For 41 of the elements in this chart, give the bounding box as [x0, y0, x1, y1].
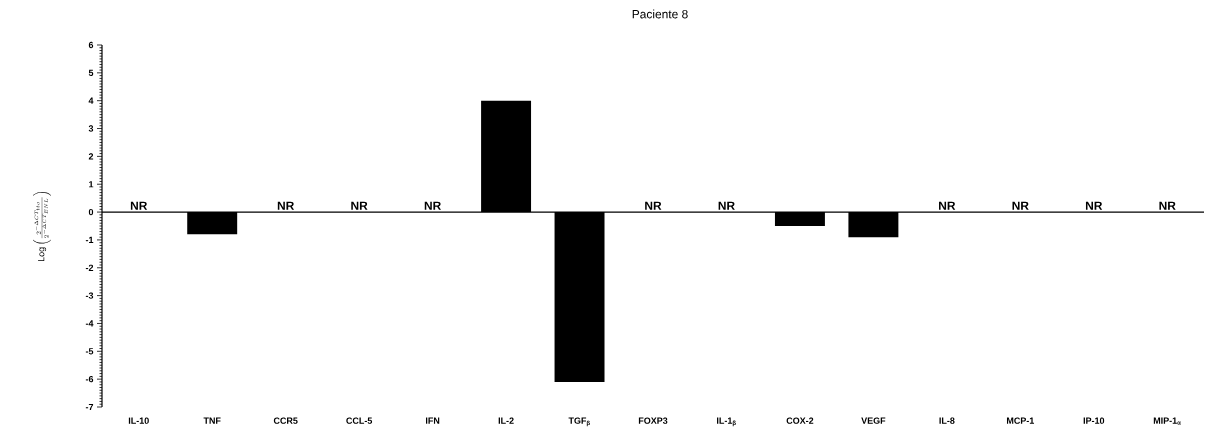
x-tick-label: COX-2 — [786, 417, 814, 424]
x-tick-label: VEGF — [861, 417, 886, 424]
y-tick-label: -5 — [85, 348, 94, 355]
x-tick-label: TGF$_{β}$ — [568, 417, 590, 427]
x-tick-label: IFN — [425, 417, 440, 424]
y-tick-label: -2 — [85, 264, 94, 271]
y-tick-label: -3 — [85, 292, 94, 299]
x-tick-label: MIP-1$_{α}$ — [1153, 417, 1181, 425]
y-tick-label: 3 — [88, 125, 94, 132]
annotation: NR — [351, 201, 368, 210]
chart-title: Paciente 8 — [632, 9, 688, 19]
x-tick-label: IL-8 — [939, 417, 955, 424]
annotation: NR — [277, 201, 295, 210]
y-tick-label: -6 — [85, 375, 94, 383]
annotation: NR — [1085, 201, 1103, 210]
y-tick-label: 5 — [88, 69, 94, 76]
y-tick-label: -1 — [85, 236, 94, 243]
y-tick-label: 1 — [89, 181, 94, 188]
y-tick-label: 6 — [88, 41, 94, 49]
x-tick-label: FOXP3 — [638, 417, 668, 424]
y-tick-label: 0 — [88, 208, 94, 216]
annotation: NR — [645, 201, 662, 210]
x-tick-label: CCR5 — [273, 417, 298, 424]
annotation: NR — [424, 201, 441, 210]
y-tick-label: 2 — [88, 153, 94, 160]
x-tick-label: MCP-1 — [1006, 417, 1035, 424]
annotation: NR — [1012, 201, 1029, 210]
x-tick-label: IP-10 — [1083, 417, 1105, 424]
y-axis-title: $\mathrm{Log}\left(\frac{2^{-\Delta CT_{tto}}}{2^{-\Delta CT_{ENL}}}\right)$ — [33, 191, 51, 262]
x-tick-label: IL-2 — [498, 417, 514, 424]
x-tick-label: IL-1$_{β}$ — [717, 417, 736, 427]
x-tick-label: IL-10 — [128, 417, 149, 424]
x-tick-label: TNF — [203, 417, 221, 424]
y-tick-label: 4 — [88, 97, 94, 104]
annotation: NR — [1159, 201, 1176, 210]
annotation: NR — [130, 201, 148, 210]
annotation: NR — [718, 201, 735, 210]
y-tick-label: -4 — [85, 320, 94, 327]
x-tick-label: CCL-5 — [346, 417, 373, 424]
annotation: NR — [939, 201, 956, 210]
y-tick-label: -7 — [85, 403, 94, 411]
